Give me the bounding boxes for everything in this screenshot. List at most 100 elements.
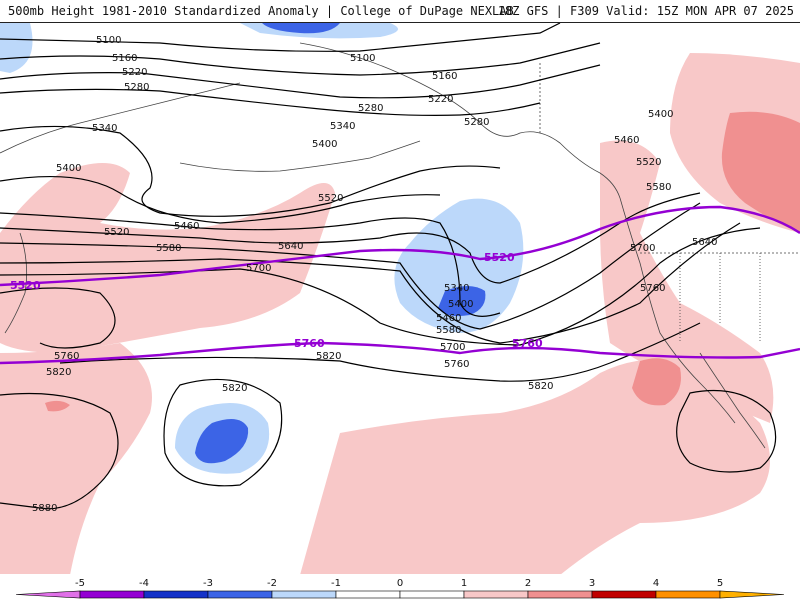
- anomaly-legend: -5 -4 -3 -2 -1 0 1 2 3 4 5: [0, 574, 800, 600]
- anomaly-area-northeast-core: [721, 111, 800, 233]
- legend-bin: [655, 590, 721, 599]
- legend-bin: [143, 590, 209, 599]
- contour-label: 5160: [432, 71, 457, 82]
- contour-label: 5100: [96, 35, 121, 46]
- contour-label: 5280: [464, 117, 489, 128]
- contour-label: 5400: [312, 139, 337, 150]
- contour-label: 5460: [174, 221, 199, 232]
- anomaly-area-alaska-negative: [0, 23, 33, 73]
- contour-label: 5400: [448, 299, 473, 310]
- contour-label: 5400: [56, 163, 81, 174]
- height-contours: [0, 23, 777, 510]
- map-header: 500mb Height 1981-2010 Standardized Anom…: [0, 0, 800, 22]
- contour-label: 5400: [648, 109, 673, 120]
- contour-5820-hawaii-ring: [163, 378, 283, 487]
- contour-label: 5220: [122, 67, 147, 78]
- contour-label: 5640: [278, 241, 303, 252]
- highlight-label-layer: 5520 5520 5760 5760: [10, 251, 543, 350]
- contour-label: 5520: [104, 227, 129, 238]
- contour-5220: [0, 64, 601, 99]
- legend-bin: [463, 590, 529, 599]
- legend-tick-label: -3: [203, 578, 213, 589]
- legend-tick-label: -4: [139, 578, 149, 589]
- legend-tick-label: 5: [717, 578, 723, 589]
- legend-bar: -5 -4 -3 -2 -1 0 1 2 3 4 5: [15, 578, 785, 599]
- contour-5100: [0, 23, 561, 52]
- legend-tick-labels: -5 -4 -3 -2 -1 0 1 2 3 4 5: [75, 578, 723, 589]
- contour-label: 5820: [222, 383, 247, 394]
- contour-label: 5280: [358, 103, 383, 114]
- contour-label: 5340: [92, 123, 117, 134]
- coastline-alaska: [299, 42, 621, 199]
- contour-5700: [0, 227, 761, 346]
- contour-5580: [0, 202, 701, 330]
- product-title: 500mb Height 1981-2010 Standardized Anom…: [8, 4, 514, 18]
- highlighted-contours: [0, 205, 800, 365]
- legend-color-bins: [15, 590, 785, 599]
- contour-label: 5580: [436, 325, 461, 336]
- contour-label: 5220: [428, 94, 453, 105]
- legend-bin: [335, 590, 401, 599]
- highlight-contour-5520: [0, 205, 800, 287]
- anomaly-area-west-coast-positive: [600, 140, 774, 423]
- anomaly-area-gulf-of-alaska-negative: [394, 198, 524, 333]
- coastline-aleutians: [179, 140, 421, 172]
- contour-label: 5880: [32, 503, 57, 514]
- negative-anomaly-areas: [0, 23, 524, 474]
- highlight-contour-label: 5760: [512, 337, 543, 350]
- legend-tick-label: 2: [525, 578, 531, 589]
- contour-label: 5700: [246, 263, 271, 274]
- coastline-west-coast: [619, 197, 736, 424]
- contour-label: 5520: [318, 193, 343, 204]
- anomaly-map[interactable]: 5100 5160 5220 5280 5340 5400 5460 5520 …: [0, 22, 800, 576]
- contour-label: 5760: [54, 351, 79, 362]
- coastlines: [0, 42, 800, 449]
- contour-label: 5580: [156, 243, 181, 254]
- contour-5520: [0, 192, 701, 284]
- model-run-info: 18Z GFS | F309 Valid: 15Z MON APR 07 202…: [497, 4, 794, 18]
- highlight-contour-label: 5520: [10, 279, 41, 292]
- legend-bin: [399, 590, 465, 599]
- anomaly-area-north-pacific-core: [262, 23, 340, 34]
- contour-label: 5160: [112, 53, 137, 64]
- contour-label: 5340: [330, 121, 355, 132]
- contour-5160: [0, 42, 601, 76]
- coastline-siberia: [0, 82, 241, 154]
- legend-bin: [79, 590, 145, 599]
- legend-tick-label: 4: [653, 578, 659, 589]
- anomaly-area-baja-core: [632, 358, 681, 406]
- contour-5880: [0, 392, 119, 510]
- contour-label: 5580: [646, 182, 671, 193]
- legend-tick-label: 0: [397, 578, 403, 589]
- highlight-contour-5760: [0, 341, 800, 365]
- coastline-japan: [4, 232, 28, 334]
- legend-left-arrow: [15, 590, 81, 599]
- contour-label: 5760: [444, 359, 469, 370]
- contour-label: 5700: [440, 342, 465, 353]
- anomaly-area-gulf-of-alaska-core: [438, 286, 486, 317]
- contour-label: 5520: [636, 157, 661, 168]
- contour-label: 5100: [350, 53, 375, 64]
- anomaly-area-hawaii-positive: [300, 359, 770, 575]
- anomaly-area-western-small-core: [45, 400, 70, 412]
- contour-label: 5760: [640, 283, 665, 294]
- contour-label: 5700: [630, 243, 655, 254]
- contour-5820: [59, 322, 701, 382]
- legend-bin: [527, 590, 593, 599]
- contour-5460: [0, 212, 501, 317]
- contour-label: 5460: [436, 313, 461, 324]
- anomaly-area-central-pacific-core: [195, 419, 249, 464]
- positive-anomaly-areas: [0, 53, 800, 575]
- contour-label: 5340: [444, 283, 469, 294]
- anomaly-area-subtropical-positive: [0, 343, 152, 575]
- legend-tick-label: 3: [589, 578, 595, 589]
- legend-bin: [591, 590, 657, 599]
- contour-label-layer: 5100 5160 5220 5280 5340 5400 5460 5520 …: [32, 35, 717, 514]
- contour-5640: [0, 222, 741, 344]
- contour-label: 5820: [46, 367, 71, 378]
- contour-label: 5820: [528, 381, 553, 392]
- contour-label: 5820: [316, 351, 341, 362]
- anomaly-area-western-pacific-positive: [0, 163, 335, 353]
- legend-tick-label: 1: [461, 578, 467, 589]
- border-states: [679, 253, 761, 343]
